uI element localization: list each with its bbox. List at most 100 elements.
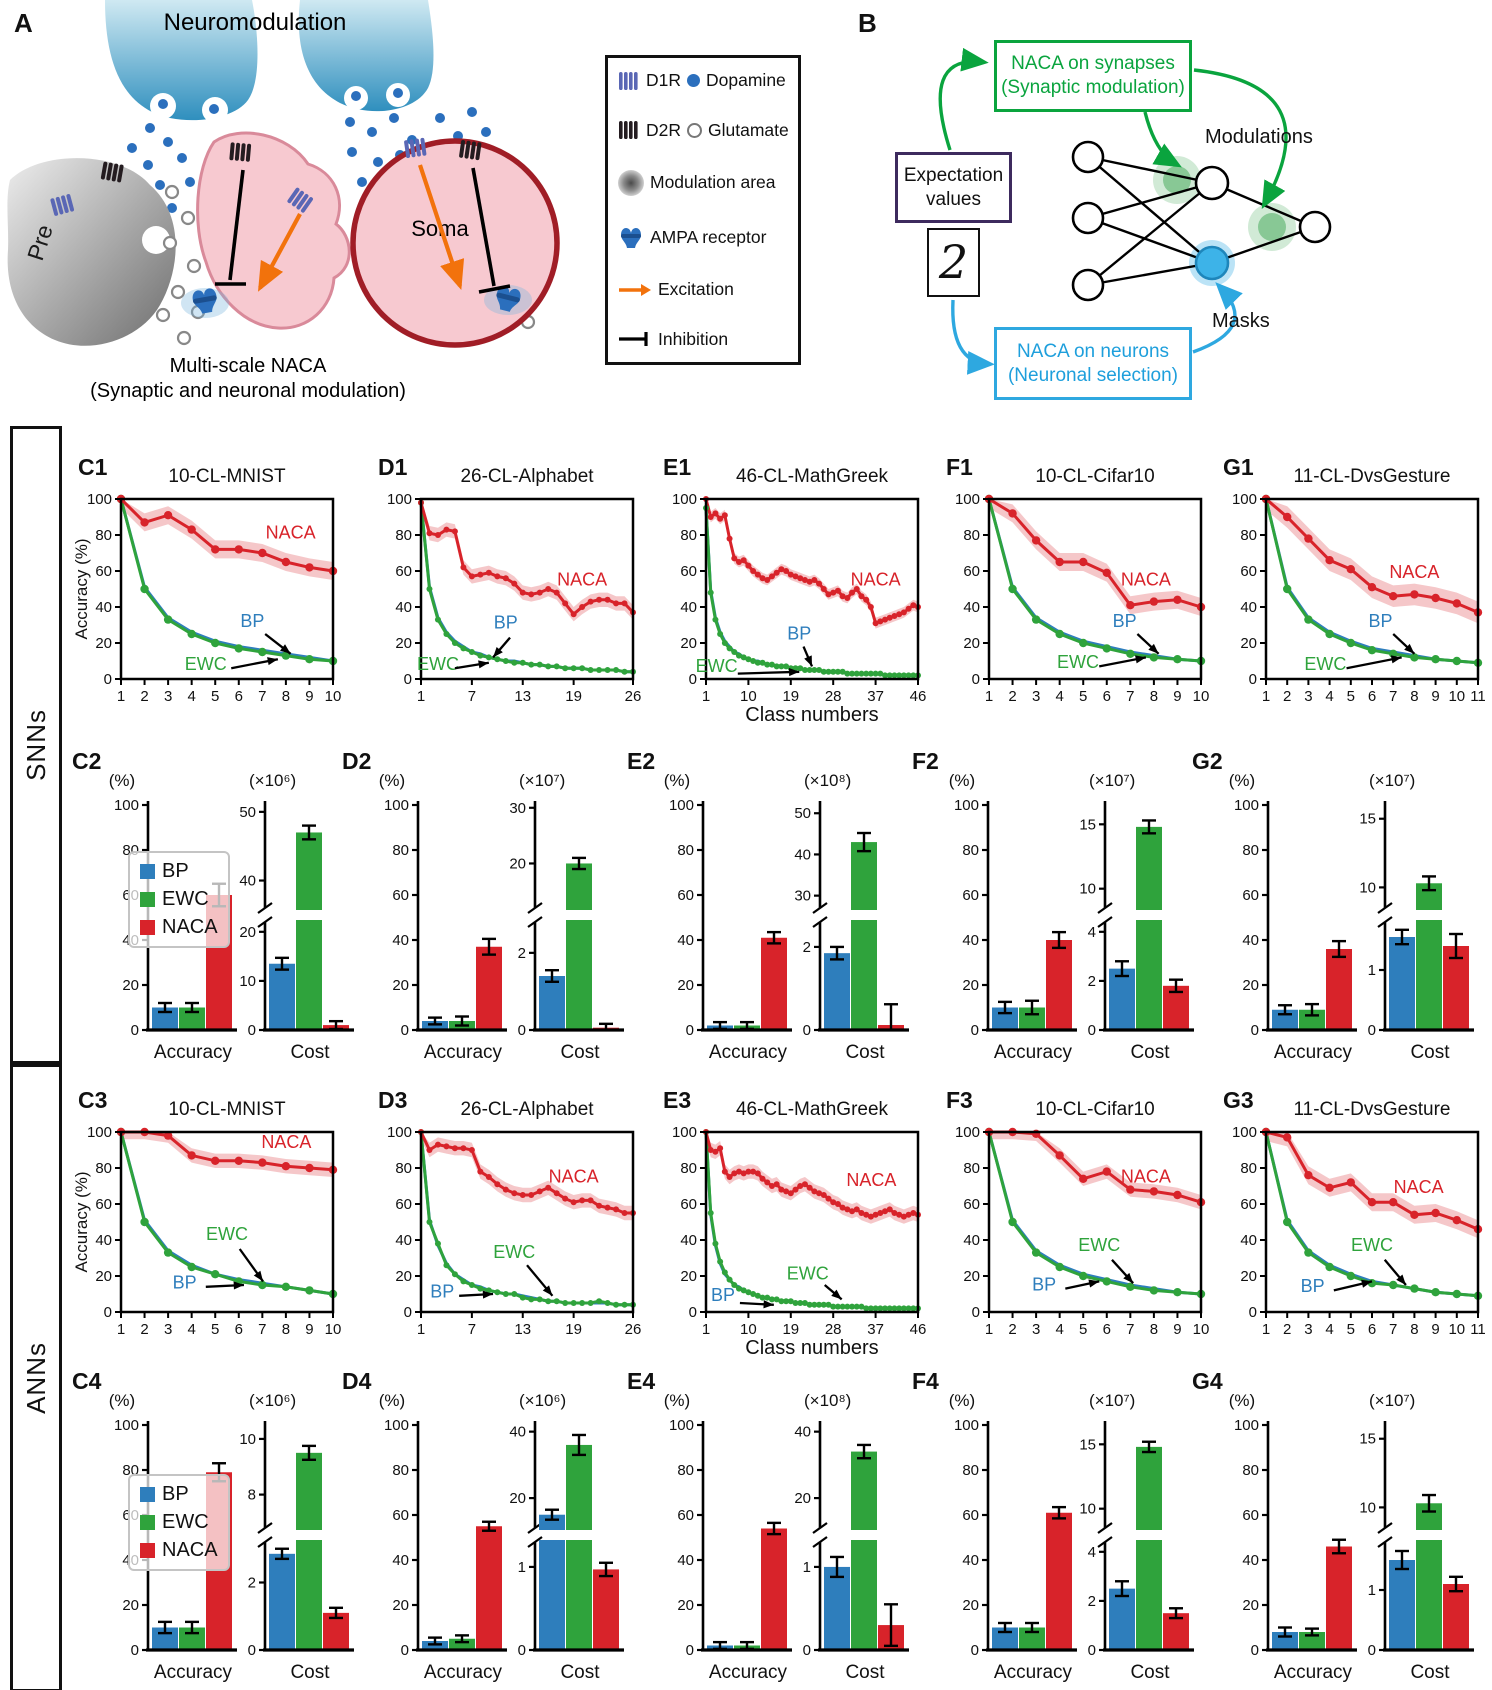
svg-text:7: 7 <box>468 1321 476 1335</box>
svg-text:80: 80 <box>392 842 409 859</box>
panel-label-F3: F3 <box>946 1087 973 1113</box>
svg-text:8: 8 <box>282 1321 290 1335</box>
blue-arrows <box>951 282 1243 375</box>
svg-text:100: 100 <box>387 491 412 508</box>
svg-text:40: 40 <box>962 1552 979 1569</box>
svg-text:8: 8 <box>1410 688 1418 702</box>
svg-text:10: 10 <box>740 688 757 702</box>
svg-text:EWC: EWC <box>1304 654 1346 674</box>
series-legend-ann: BP EWC NACA <box>128 1474 230 1571</box>
svg-text:37: 37 <box>867 1321 884 1335</box>
svg-text:2: 2 <box>1008 1321 1016 1335</box>
panel-label-D4: D4 <box>342 1368 372 1394</box>
svg-text:60: 60 <box>392 887 409 904</box>
panel-label-G2: G2 <box>1192 748 1223 774</box>
inhibition-lines <box>215 167 511 294</box>
ewc-swatch <box>140 892 155 907</box>
legend-row-excitation: Excitation <box>618 279 790 300</box>
svg-text:20: 20 <box>677 977 694 994</box>
svg-text:NACA: NACA <box>1394 1177 1444 1197</box>
svg-text:(%): (%) <box>664 771 690 790</box>
svg-text:100: 100 <box>1234 797 1259 814</box>
naca-architecture-diagram <box>938 47 1332 375</box>
svg-text:26: 26 <box>625 1321 642 1335</box>
pre-terminal <box>7 158 176 346</box>
bp-swatch <box>140 1487 155 1502</box>
svg-text:0: 0 <box>686 1642 694 1659</box>
svg-text:28: 28 <box>825 688 842 702</box>
svg-text:20: 20 <box>95 635 112 652</box>
naca-neurons-line1: NACA on neurons <box>1016 340 1170 362</box>
svg-text:10: 10 <box>1079 881 1096 898</box>
svg-text:(×10⁷): (×10⁷) <box>1089 1391 1135 1410</box>
svg-text:15: 15 <box>1079 1436 1096 1453</box>
legend-row-receptors-1: D1R Dopamine <box>618 70 790 91</box>
svg-text:60: 60 <box>1242 1507 1259 1524</box>
svg-text:6: 6 <box>235 688 243 702</box>
svg-text:1: 1 <box>518 1559 526 1576</box>
legend-row-modulation: Modulation area <box>618 169 790 196</box>
svg-text:8: 8 <box>1150 1321 1158 1335</box>
svg-text:80: 80 <box>1240 1160 1257 1177</box>
svg-text:BP: BP <box>1368 611 1392 631</box>
svg-text:10-CL-MNIST: 10-CL-MNIST <box>168 1099 286 1120</box>
svg-text:Accuracy: Accuracy <box>1274 1042 1353 1063</box>
svg-text:20: 20 <box>1240 635 1257 652</box>
svg-text:2: 2 <box>518 945 526 962</box>
svg-text:80: 80 <box>962 842 979 859</box>
panel-b-label: B <box>858 8 877 38</box>
svg-text:80: 80 <box>95 1160 112 1177</box>
svg-text:1: 1 <box>1368 962 1376 979</box>
svg-text:10: 10 <box>1448 1321 1465 1335</box>
chart-G2: 0 20 40 60 80 100 (%) Accuracy 0 1 10 15 (×10⁷) Cost <box>1180 760 1486 1075</box>
svg-text:9: 9 <box>1173 1321 1181 1335</box>
d1r-label: D1R <box>646 70 682 90</box>
naca-synapses-line1: NACA on synapses <box>1011 53 1175 75</box>
naca-synapses-line2: (Synaptic modulation) <box>1001 77 1185 98</box>
svg-text:100: 100 <box>955 491 980 508</box>
svg-text:2: 2 <box>1283 1321 1291 1335</box>
svg-text:EWC: EWC <box>417 654 459 674</box>
excitation-icon <box>619 283 651 296</box>
svg-text:20: 20 <box>239 924 256 941</box>
svg-text:0: 0 <box>1251 1642 1259 1659</box>
svg-text:EWC: EWC <box>1057 652 1099 672</box>
panel-label-F4: F4 <box>912 1368 939 1394</box>
svg-text:10: 10 <box>325 1321 342 1335</box>
svg-text:1: 1 <box>417 688 425 702</box>
svg-text:(%): (%) <box>664 1391 690 1410</box>
svg-text:100: 100 <box>387 1124 412 1141</box>
svg-text:20: 20 <box>962 977 979 994</box>
svg-text:Cost: Cost <box>1130 1042 1170 1063</box>
svg-text:3: 3 <box>164 688 172 702</box>
svg-text:7: 7 <box>258 688 266 702</box>
panel-a-caption-2: (Synaptic and neuronal modulation) <box>90 380 406 402</box>
svg-text:1: 1 <box>117 688 125 702</box>
svg-text:100: 100 <box>114 797 139 814</box>
svg-text:Cost: Cost <box>1410 1042 1450 1063</box>
excitation-label: Excitation <box>658 279 734 300</box>
svg-text:4: 4 <box>187 1321 195 1335</box>
chart-F1: 10-CL-Cifar10 0 20 40 60 80 100 1 2 3 4 5 6 7 8 9 10 NACA… <box>943 452 1213 707</box>
svg-text:40: 40 <box>680 1232 697 1249</box>
svg-text:15: 15 <box>1079 816 1096 833</box>
svg-text:9: 9 <box>1173 688 1181 702</box>
expectation-values-box: Expectation values <box>895 152 1012 223</box>
svg-text:60: 60 <box>1240 563 1257 580</box>
panel-label-C2: C2 <box>72 748 102 774</box>
svg-text:10: 10 <box>740 1321 757 1335</box>
svg-text:0: 0 <box>689 671 697 688</box>
svg-text:60: 60 <box>95 1196 112 1213</box>
svg-text:4: 4 <box>1055 688 1063 702</box>
glutamate-label: Glutamate <box>708 119 789 140</box>
chart-E4: 0 20 40 60 80 100 (%) Accuracy 0 1 20 40 (×10⁸) Cost <box>615 1380 921 1690</box>
svg-text:100: 100 <box>384 1417 409 1434</box>
svg-text:60: 60 <box>392 1507 409 1524</box>
legend-row-receptors-2: D2R Glutamate <box>618 120 790 141</box>
legend-item-ewc: EWC <box>140 888 218 911</box>
svg-text:20: 20 <box>395 1268 412 1285</box>
svg-text:80: 80 <box>392 1462 409 1479</box>
expectation-line1: Expectation <box>903 164 1004 186</box>
svg-text:28: 28 <box>825 1321 842 1335</box>
d2r-icon <box>619 121 638 140</box>
